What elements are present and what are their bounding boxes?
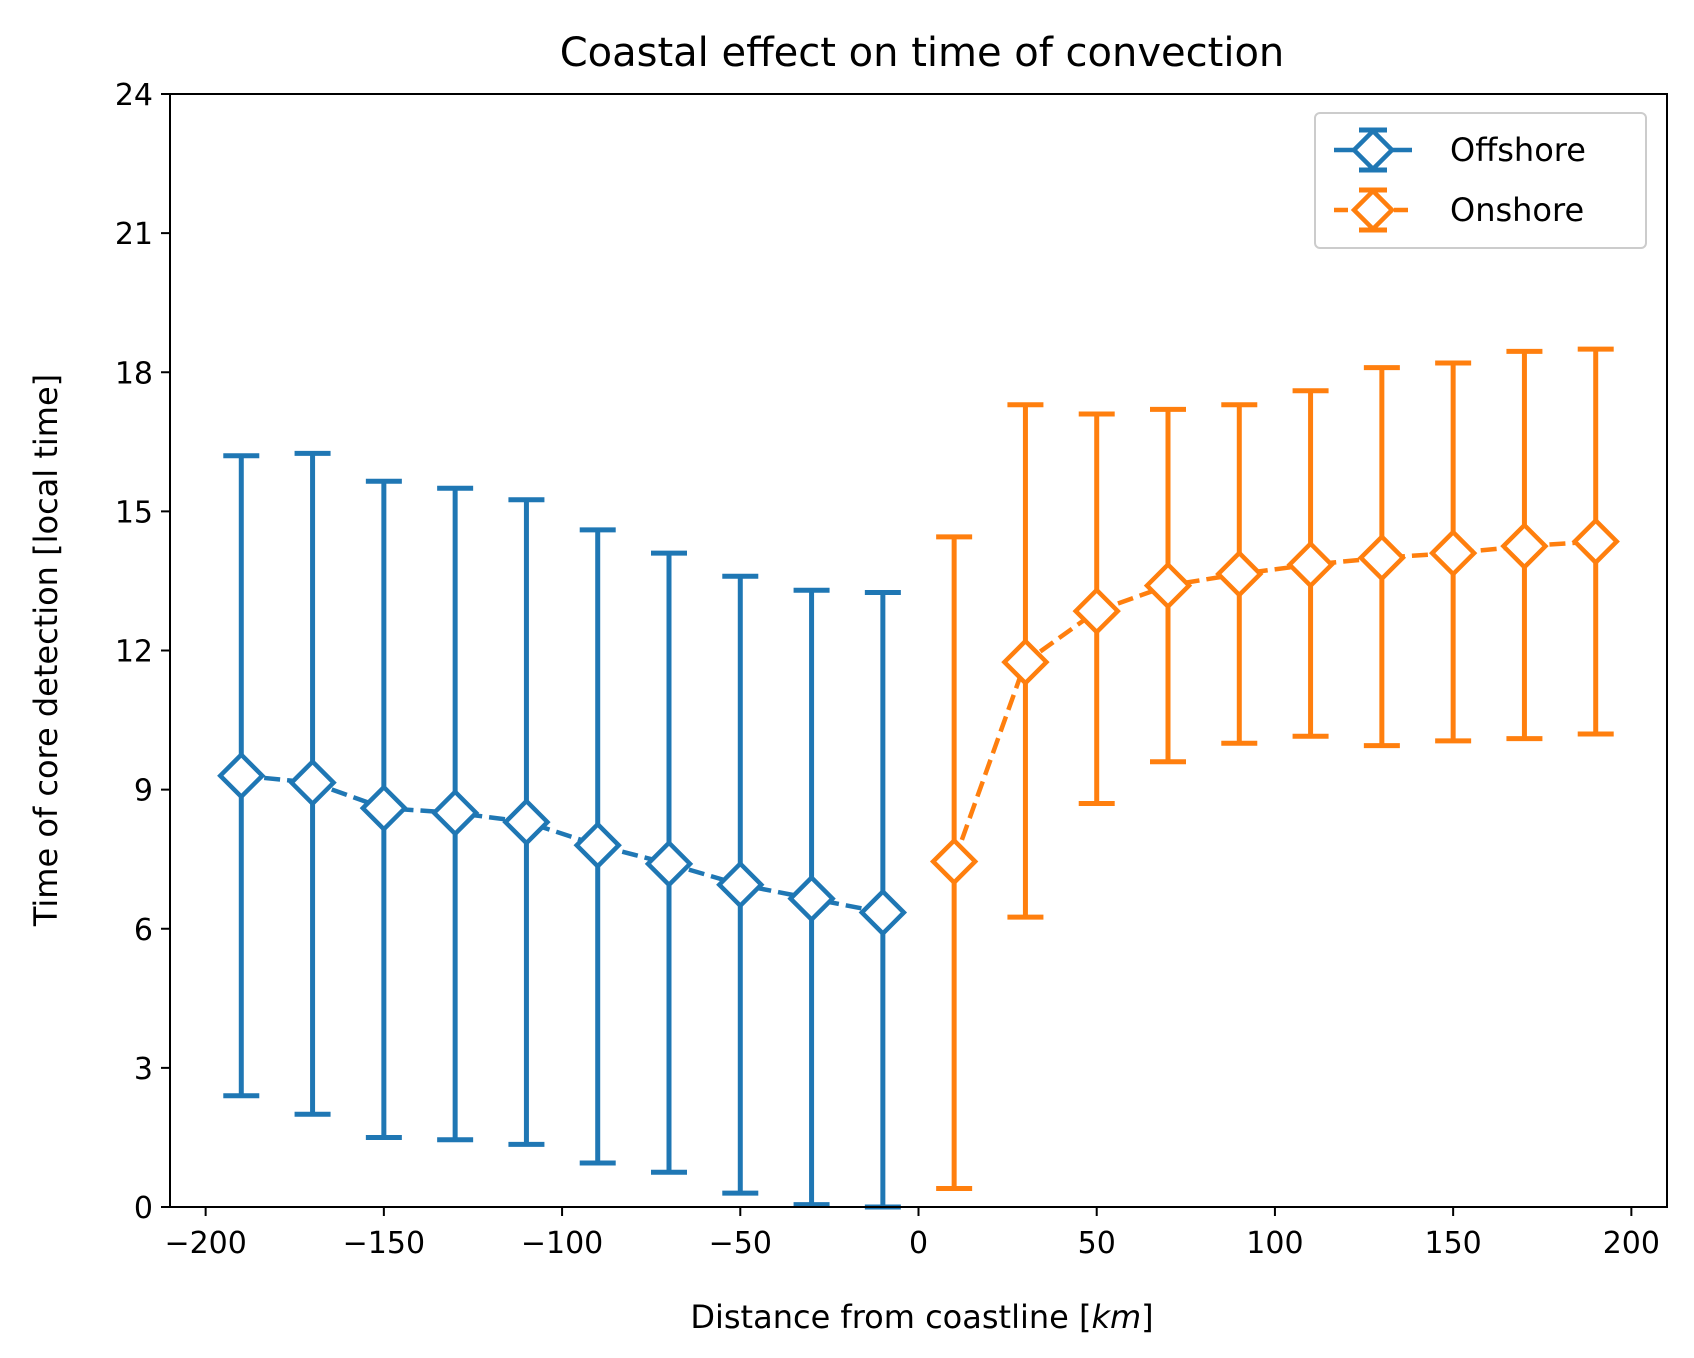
legend-marker-onshore [1350, 187, 1396, 233]
onshore-point [1286, 540, 1335, 589]
legend-label-offshore: Offshore [1450, 131, 1586, 169]
x-tick-label: 150 [1425, 1226, 1482, 1261]
offshore-point [858, 888, 908, 937]
series-layer [217, 346, 1620, 1210]
legend-label-onshore: Onshore [1450, 191, 1584, 229]
x-axis-label-unit: km [1091, 1298, 1141, 1336]
onshore-point [1143, 561, 1193, 610]
offshore-point [217, 751, 266, 800]
series-onshore [929, 346, 1620, 1191]
offshore-point [359, 783, 409, 833]
y-tick-label: 15 [115, 495, 153, 530]
y-tick-label: 18 [115, 356, 153, 391]
offshore-point [644, 839, 694, 889]
legend-marker-offshore [1350, 127, 1396, 173]
offshore-point [573, 821, 622, 870]
x-tick-label: 50 [1078, 1226, 1116, 1261]
legend: Offshore Onshore [1314, 112, 1647, 249]
y-tick-label: 9 [134, 774, 153, 809]
y-tick-label: 6 [134, 913, 153, 948]
x-axis: −200 −150 −100 −50 0 50 100 150 200 [164, 1207, 1660, 1261]
offshore-point [502, 797, 551, 847]
offshore-point [288, 758, 337, 807]
legend-box [1314, 112, 1647, 249]
legend-entry-offshore: Offshore [1334, 127, 1586, 173]
x-tick-label: −100 [521, 1226, 603, 1261]
y-tick-label: 24 [115, 78, 153, 113]
offshore-point [716, 860, 765, 909]
x-tick-label: −150 [343, 1226, 425, 1261]
onshore-point [1072, 586, 1121, 636]
onshore-point [1357, 533, 1407, 582]
y-tick-label: 0 [134, 1191, 153, 1226]
x-tick-label: 200 [1603, 1226, 1660, 1261]
x-axis-label-text: Distance from coastline [ [690, 1298, 1091, 1336]
x-axis-label-close: ] [1141, 1298, 1153, 1336]
x-tick-label: −200 [164, 1226, 246, 1261]
y-axis-label: Time of core detection [local time] [27, 374, 65, 927]
legend-entry-onshore: Onshore [1334, 187, 1584, 233]
onshore-line [952, 539, 1596, 863]
onshore-point [1500, 521, 1549, 571]
offshore-line [241, 773, 884, 915]
series-offshore [217, 450, 908, 1210]
y-tick-label: 3 [134, 1052, 153, 1087]
onshore-point [929, 837, 979, 886]
x-tick-label: 100 [1246, 1226, 1303, 1261]
x-tick-label: −50 [709, 1226, 772, 1261]
y-tick-label: 21 [115, 217, 153, 252]
y-axis: 0 3 6 9 12 15 18 21 24 [115, 78, 170, 1226]
onshore-point [1428, 528, 1478, 578]
x-tick-label: 0 [909, 1226, 928, 1261]
y-tick-label: 12 [115, 635, 153, 670]
chart-title: Coastal effect on time of convection [560, 30, 1285, 76]
onshore-point [1215, 549, 1264, 599]
x-axis-label: Distance from coastline [km] [690, 1298, 1153, 1336]
offshore-point [787, 874, 836, 923]
onshore-point [1571, 517, 1620, 566]
onshore-point [1001, 637, 1050, 687]
offshore-point [430, 788, 480, 837]
